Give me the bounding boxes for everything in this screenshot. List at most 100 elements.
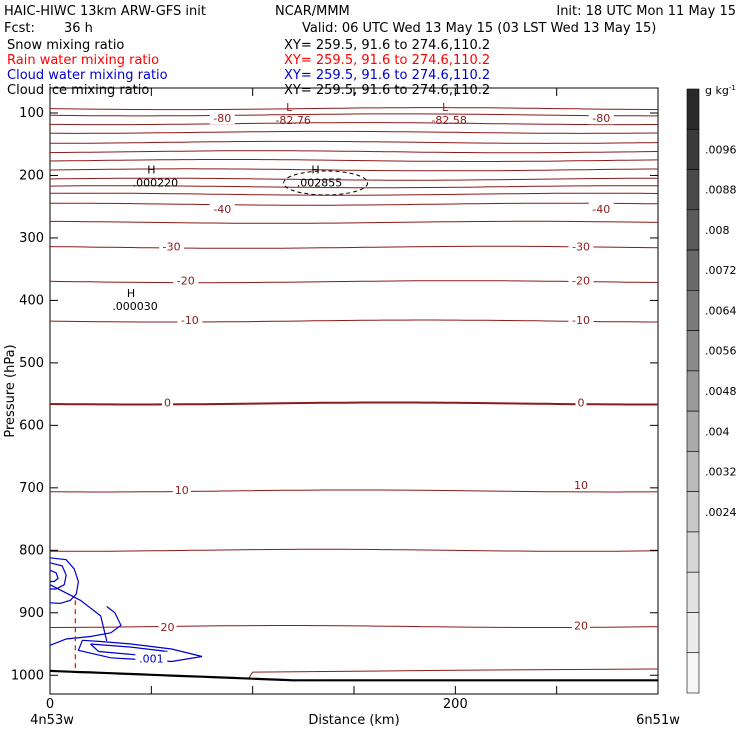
contour-label: -40: [213, 203, 231, 216]
contour-label-bg: [588, 201, 614, 215]
colorbar-bin: [686, 88, 700, 130]
y-tick-label: 800: [19, 543, 44, 558]
cloud-water-contour: [77, 639, 203, 663]
legend-xy-3: XY= 259.5, 91.6 to 274.6,110.2: [284, 83, 490, 98]
y-tick-label: 500: [19, 356, 44, 371]
contour-label-bg: [209, 111, 235, 125]
contour-label: -30: [572, 240, 590, 253]
extremum-value: -82.58: [431, 114, 466, 127]
y-tick-label: 300: [19, 231, 44, 246]
contour-label-bg: [162, 395, 174, 409]
colorbar-label: .0072: [705, 264, 737, 277]
colorbar-bin: [686, 330, 700, 372]
y-tick-label: 700: [19, 481, 44, 496]
colorbar-label: .004: [705, 425, 730, 438]
x-tick-label: 0: [46, 697, 54, 712]
cloud-water-contour: [49, 557, 80, 605]
colorbar-bin: [686, 209, 700, 251]
colorbar-unit: g kg-1: [705, 84, 736, 97]
temperature-contour-line: [50, 220, 659, 224]
colorbar-bin: [686, 491, 700, 533]
y-tick-label: 1000: [11, 668, 44, 683]
contour-label: -10: [181, 314, 199, 327]
contour-label-bg: [571, 618, 590, 632]
temperature-contour-line: [49, 319, 658, 323]
cloud-water-contour: [49, 584, 108, 642]
valid-time: Valid: 06 UTC Wed 13 May 15 (03 LST Wed …: [302, 21, 656, 36]
snow-contour: [283, 170, 369, 196]
colorbar-label: .0056: [705, 345, 737, 358]
cloud-water-label: .001: [139, 653, 164, 666]
contour-label: 0: [577, 396, 584, 409]
colorbar-bin: [686, 652, 700, 694]
temperature-contour-line: [50, 202, 659, 206]
extremum-value: .002855: [297, 176, 343, 189]
contour-label-bg: [209, 201, 235, 215]
model-title: HAIC-HIWC 13km ARW-GFS init: [4, 4, 206, 19]
colorbar-bin: [686, 290, 700, 331]
colorbar-label: .008: [705, 224, 730, 237]
contour-label-bg: [172, 482, 191, 496]
colorbar-bin: [686, 571, 700, 613]
temperature-contour-line: [49, 280, 658, 284]
legend-name-2: Cloud water mixing ratio: [7, 68, 168, 83]
colorbar-label: .0048: [705, 385, 737, 398]
legend-xy-0: XY= 259.5, 91.6 to 274.6,110.2: [284, 38, 490, 53]
contour-label-bg: [568, 313, 594, 327]
legend-xy-2: XY= 259.5, 91.6 to 274.6,110.2: [284, 68, 490, 83]
contour-label-bg: [575, 395, 587, 409]
contour-label-bg: [588, 111, 614, 125]
cloud-water-contour: [49, 606, 122, 646]
temperature-contour-line: [50, 489, 659, 493]
contour-label: 10: [175, 484, 189, 497]
extremum-marker: L: [286, 101, 293, 114]
org-label: NCAR/MMM: [275, 4, 350, 19]
colorbar-bin: [686, 612, 700, 654]
cloud-water-contour: [49, 569, 59, 583]
colorbar-bin: [686, 531, 700, 573]
temperature-contour-line: [50, 130, 659, 134]
contour-label: 0: [164, 396, 171, 409]
x-right-endpoint: 6n51w: [636, 713, 680, 728]
contour-label: -40: [592, 203, 610, 216]
x-tick-label: 200: [443, 697, 468, 712]
y-tick-label: 100: [19, 106, 44, 121]
x-left-endpoint: 4n53w: [30, 713, 74, 728]
colorbar-bin: [686, 128, 700, 170]
temperature-contours: [49, 107, 659, 682]
legend-xy-1: XY= 259.5, 91.6 to 274.6,110.2: [284, 53, 490, 68]
contour-label-bg: [173, 273, 199, 287]
fcst-label: Fcst:: [4, 21, 35, 36]
legend-name-1: Rain water mixing ratio: [7, 53, 159, 68]
extremum-marker: L: [442, 101, 449, 114]
contour-label-bg: [568, 239, 594, 253]
temperature-contour-line: [49, 107, 659, 111]
contour-label: 20: [161, 621, 175, 634]
colorbar-bin: [686, 451, 700, 492]
x-axis-title: Distance (km): [308, 713, 399, 728]
temperature-contour-line: [49, 113, 658, 117]
y-tick-label: 900: [19, 606, 44, 621]
temperature-contour-line: [49, 245, 659, 249]
colorbar-bin: [686, 249, 700, 291]
extremum-marker: H: [147, 163, 155, 176]
contour-label-bg: [571, 477, 590, 491]
contour-label-bg: [159, 239, 185, 253]
colorbar-label: .0088: [705, 184, 737, 197]
extremum-marker: H: [127, 287, 135, 300]
y-tick-label: 600: [19, 418, 44, 433]
y-axis-title: Pressure (hPa): [3, 344, 18, 437]
contour-label: -10: [572, 314, 590, 327]
temperature-contour-line: [49, 168, 658, 172]
colorbar-label: .0024: [705, 506, 737, 519]
temperature-contour-line: [50, 625, 659, 628]
field-legend: Snow mixing ratio XY= 259.5, 91.6 to 274.…: [7, 38, 490, 98]
colorbar-bin: [686, 370, 700, 412]
temperature-contour-line: [50, 192, 659, 196]
contour-label: 20: [574, 620, 588, 633]
colorbar-bin: [686, 410, 700, 452]
contour-label: -20: [177, 275, 195, 288]
colorbar-label: .0096: [705, 143, 737, 156]
contour-label: 10: [574, 479, 588, 492]
